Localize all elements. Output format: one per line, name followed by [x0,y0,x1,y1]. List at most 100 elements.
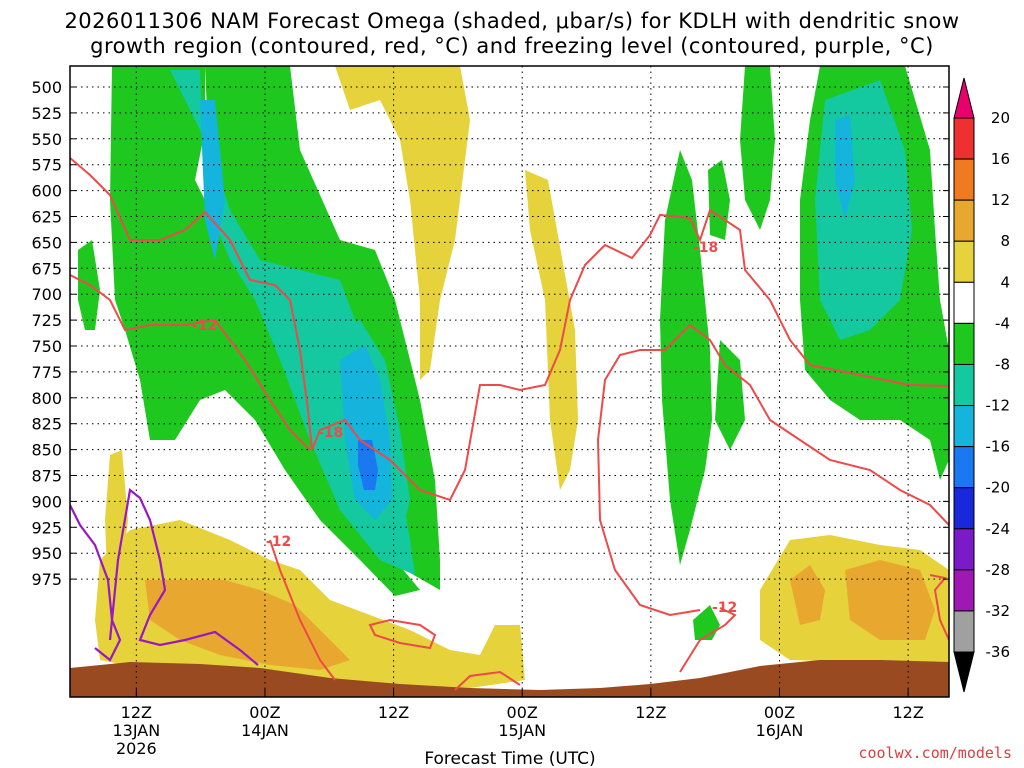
colorbar-label--28: -28 [986,561,1011,579]
y-tick-label-825: 825 [31,415,62,434]
x-tick-label-2-0: 12Z [378,703,409,722]
freezing-contour-b [108,487,259,666]
colorbar-label--36: -36 [986,643,1011,661]
y-tick-label-675: 675 [31,259,62,278]
terrain-surface [70,660,949,697]
y-tick-label-800: 800 [31,389,62,408]
contour-label-3: -12 [266,534,291,550]
x-axis-label: Forecast Time (UTC) [424,749,595,768]
omega-shade-yellow-top [335,66,470,380]
colorbar-bottom-arrow [953,651,975,693]
colorbar-segment-8 [953,446,975,489]
x-tick-label-0-1: 13JAN [112,721,160,740]
colorbar-label-4: 4 [1000,273,1010,291]
y-tick-label-775: 775 [31,363,62,382]
dgz-contours [70,157,949,691]
dgz-contour-low-mid [269,539,336,681]
omega-shade-orange-right [790,565,825,625]
y-tick-label-950: 950 [31,544,62,563]
y-tick-label-500: 500 [31,78,62,97]
contour-label-1: -12 [192,318,217,334]
x-tick-label-1-1: 14JAN [241,721,289,740]
y-tick-label-875: 875 [31,467,62,486]
colorbar-segment-9 [953,487,975,530]
colorbar-label--20: -20 [986,479,1011,497]
y-tick-label-925: 925 [31,518,62,537]
plot-frame [69,65,950,698]
y-tick-label-750: 750 [31,337,62,356]
omega-shade-green-mid-right [660,150,712,565]
x-tick-label-3-1: 15JAN [498,721,546,740]
credit-link[interactable]: coolwx.com/models [858,744,1012,762]
omega-shade-green-right2 [740,66,775,230]
y-tick-label-650: 650 [31,233,62,252]
x-tick-label-3-0: 00Z [507,703,538,722]
y-tick-label-625: 625 [31,208,62,227]
x-tick-label-6-0: 12Z [892,703,923,722]
omega-shade-cyan-right [835,115,855,220]
contour-label-4: -18 [693,240,718,256]
x-tick-label-0-2: 2026 [116,739,157,758]
omega-shade-blue-core [358,440,378,490]
colorbar-label--32: -32 [986,602,1011,620]
omega-shade-green-mid-right2 [708,160,730,240]
colorbar-segment-7 [953,405,975,448]
omega-shade-cyan-upper [200,100,225,260]
freezing-contour-a [70,504,122,662]
omega-shade-cyan-core [340,345,392,520]
y-axis: 500 525 550 575 600 625 650 675 700 725 750 775 800 8… [31,78,949,589]
y-tick-label-700: 700 [31,285,62,304]
colorbar-segment-1 [953,158,975,201]
colorbar-top-arrow [953,77,975,119]
y-tick-label-850: 850 [31,441,62,460]
y-tick-label-725: 725 [31,311,62,330]
omega-shade-orange-right2 [845,560,935,640]
colorbar-label--12: -12 [986,397,1011,415]
contour-label-2: -18 [318,425,343,441]
colorbar-segment-3 [953,240,975,283]
chart-title-line1: 2026011306 NAM Forecast Omega (shaded, μ… [64,9,960,33]
colorbar-segment-0 [953,117,975,160]
colorbar: 20 16 12 8 4 -4 -8 -12 -16 -20 -24 -28 -32 -36 [953,77,1011,693]
x-tick-label-4-0: 12Z [635,703,666,722]
y-tick-label-525: 525 [31,104,62,123]
omega-shade-yellow-mid [525,170,578,490]
contour-label-5: -12 [712,600,737,616]
dgz-contour-far-right [929,574,949,641]
dgz-contour-upper-left [70,157,949,502]
colorbar-label--24: -24 [986,520,1011,538]
contour-labels: -12 -18 -12 -18 -12 [192,240,737,616]
colorbar-segment-5 [953,322,975,365]
freezing-level-contours [70,487,259,666]
grid [70,66,949,697]
colorbar-segment-12 [953,610,975,653]
colorbar-label-16: 16 [991,150,1010,168]
colorbar-segment-4 [953,281,975,324]
y-tick-label-600: 600 [31,182,62,201]
x-tick-label-0-0: 12Z [121,703,152,722]
x-tick-label-1-0: 00Z [249,703,280,722]
y-tick-label-550: 550 [31,130,62,149]
y-tick-label-975: 975 [31,570,62,589]
colorbar-label--4: -4 [995,314,1010,332]
omega-shade-orange-low [145,580,350,670]
dgz-contour-right-loop [679,607,737,673]
dgz-contour-lower-right [454,670,521,691]
dgz-contour-right-inner [596,323,949,617]
dgz-contour-lower-left [70,274,311,451]
x-tick-label-5-1: 16JAN [756,721,804,740]
colorbar-label-12: 12 [991,191,1010,209]
colorbar-segment-6 [953,363,975,407]
dgz-contour-low-loop [368,618,437,650]
colorbar-label-20: 20 [991,109,1010,127]
colorbar-label--16: -16 [986,438,1011,456]
y-tick-label-900: 900 [31,492,62,511]
colorbar-segment-11 [953,569,975,612]
omega-shade-green-mid-right3 [715,340,745,450]
colorbar-label--8: -8 [995,355,1010,373]
y-tick-label-575: 575 [31,156,62,175]
shaded-field [70,66,949,697]
colorbar-segment-2 [953,199,975,242]
